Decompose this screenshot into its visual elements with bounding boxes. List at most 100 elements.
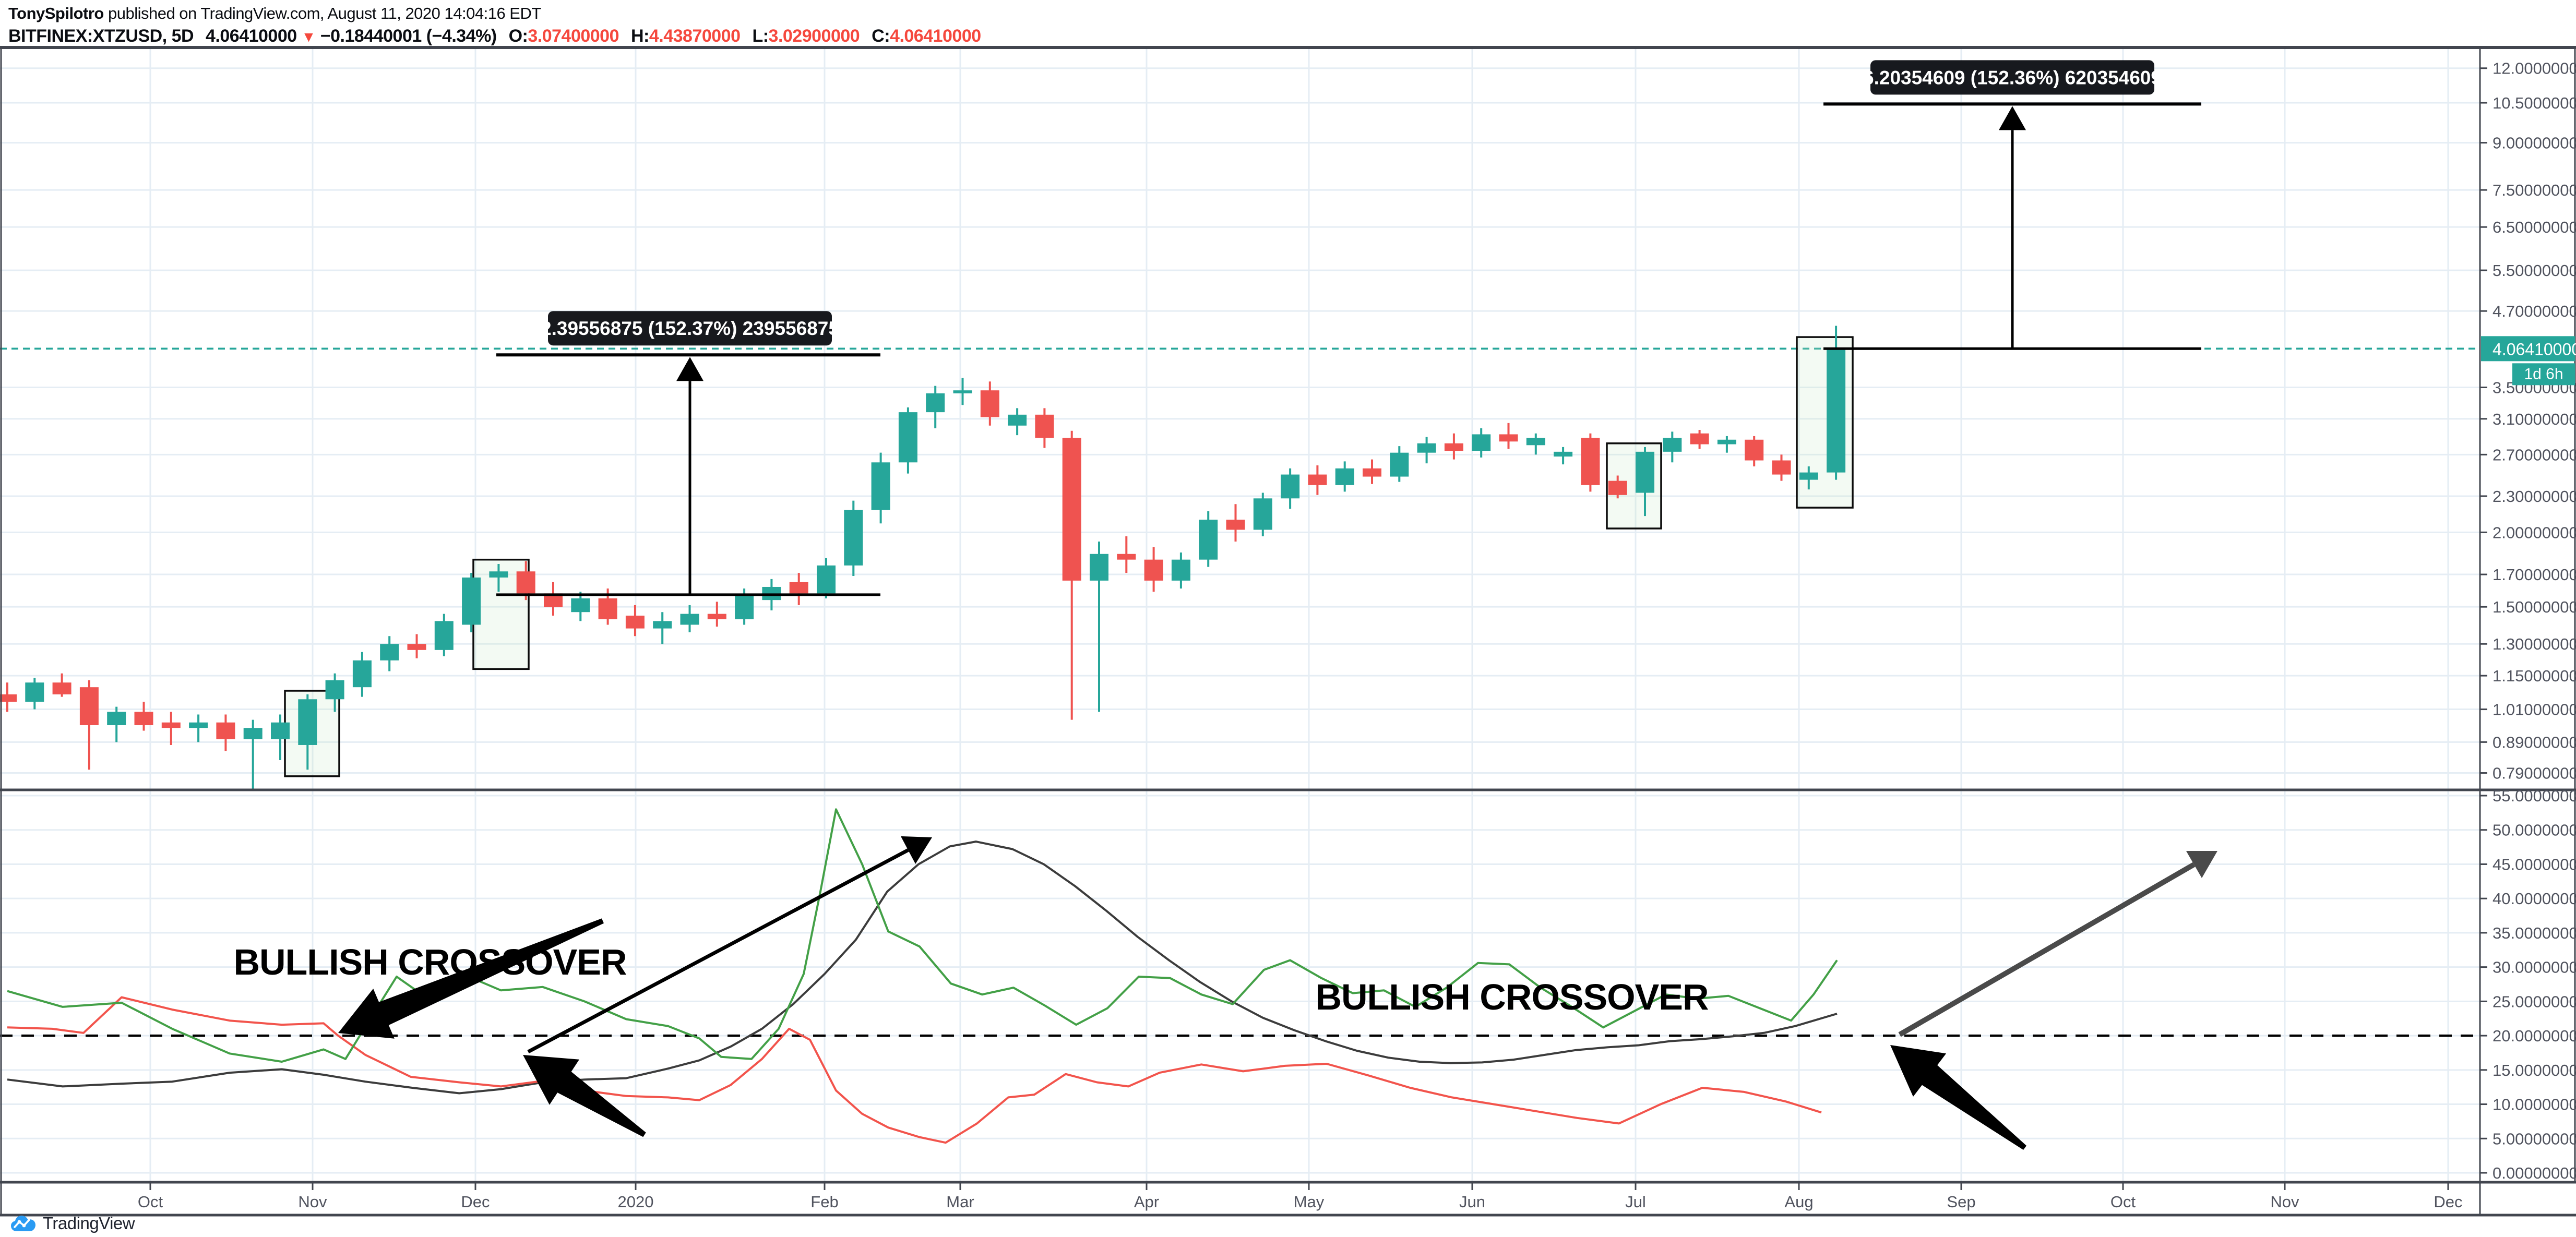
symbol-line: BITFINEX:XTZUSD, 5D 4.06410000 ▼ −0.1844… bbox=[8, 26, 981, 46]
chart-text: 10.50000000 bbox=[2492, 94, 2576, 112]
chart-text: 0.79000000 bbox=[2492, 764, 2576, 783]
candle bbox=[1281, 474, 1300, 499]
candle bbox=[926, 393, 945, 413]
tradingview-logo[interactable]: TradingView bbox=[10, 1214, 135, 1233]
chart-header: TonySpilotro published on TradingView.co… bbox=[8, 4, 981, 46]
chart-text: 20.00000000 bbox=[2492, 1027, 2576, 1045]
chart-text: 55.00000000 bbox=[2492, 787, 2576, 805]
candle bbox=[1608, 481, 1627, 495]
low-value: 3.02900000 bbox=[768, 26, 860, 46]
measure-label: 2.39556875 (152.37%) 239556875 bbox=[541, 318, 839, 339]
chart-text: 1.15000000 bbox=[2492, 667, 2576, 685]
candle bbox=[516, 571, 535, 594]
chart-text: 2020 bbox=[618, 1193, 654, 1211]
candle bbox=[1090, 554, 1108, 581]
candle bbox=[1226, 520, 1245, 530]
candle bbox=[1636, 451, 1654, 493]
candle bbox=[871, 462, 890, 510]
candle bbox=[707, 614, 726, 619]
candle bbox=[216, 722, 235, 739]
bullish-crossover-label: BULLISH CROSSOVER bbox=[233, 942, 627, 982]
candle bbox=[134, 712, 153, 725]
chart-text: 1.50000000 bbox=[2492, 598, 2576, 616]
candle bbox=[1008, 414, 1027, 426]
candle bbox=[1253, 498, 1272, 530]
candle bbox=[1335, 468, 1354, 485]
chart-text: 1d 6h bbox=[2524, 365, 2563, 382]
chart-text: 25.00000000 bbox=[2492, 992, 2576, 1011]
chart-text: Dec bbox=[461, 1193, 490, 1211]
chart-text: 40.00000000 bbox=[2492, 890, 2576, 908]
published-text: published on TradingView.com, August 11,… bbox=[103, 4, 541, 22]
chart-text: Nov bbox=[298, 1193, 327, 1211]
chart-text: 2.00000000 bbox=[2492, 523, 2576, 542]
candle bbox=[1581, 438, 1600, 485]
candle bbox=[1390, 452, 1409, 477]
candle bbox=[898, 412, 917, 463]
chart-text: 1.01000000 bbox=[2492, 701, 2576, 719]
measure-tool: 2.39556875 (152.37%) 239556875 bbox=[496, 311, 880, 596]
current-price-tag: 4.06410000 1d 6h bbox=[2481, 336, 2576, 386]
candle bbox=[1308, 474, 1327, 485]
candle bbox=[1171, 559, 1190, 581]
candle bbox=[1117, 554, 1136, 560]
candle bbox=[1799, 472, 1818, 480]
candle bbox=[1472, 434, 1491, 451]
publisher-name: TonySpilotro bbox=[8, 4, 104, 22]
indicator-axis[interactable]: 55.00000000 50.00000000 45.00000000 40.0000… bbox=[2480, 787, 2576, 1182]
candle bbox=[489, 571, 508, 578]
chart-text: 6.50000000 bbox=[2492, 218, 2576, 236]
candle bbox=[1663, 438, 1682, 452]
chart-text: 30.00000000 bbox=[2492, 958, 2576, 977]
candle bbox=[598, 598, 617, 619]
gridlines bbox=[0, 47, 2480, 1182]
candle bbox=[1199, 520, 1218, 560]
candle bbox=[1144, 559, 1163, 581]
minus-di-line bbox=[7, 996, 1822, 1144]
pointer-arrow bbox=[1890, 1045, 2026, 1150]
candle bbox=[0, 694, 17, 702]
candle bbox=[352, 660, 372, 688]
triangle-down-icon: ▼ bbox=[301, 29, 316, 45]
candle bbox=[680, 614, 699, 625]
candle bbox=[1526, 438, 1545, 446]
chart-text: 2.70000000 bbox=[2492, 446, 2576, 464]
candle bbox=[271, 722, 290, 739]
chart-text: 15.00000000 bbox=[2492, 1061, 2576, 1079]
chart-text: Mar bbox=[946, 1193, 974, 1211]
chart-text: Dec bbox=[2434, 1193, 2462, 1211]
low-label: L: bbox=[752, 26, 769, 46]
high-value: 4.43870000 bbox=[649, 26, 741, 46]
close-label: C: bbox=[872, 26, 890, 46]
candle bbox=[653, 621, 672, 629]
chart-text: 0.89000000 bbox=[2492, 733, 2576, 751]
time-axis[interactable]: Oct Nov Dec 2020 Feb Mar Apr May Jun Jul Aug Sep Oct… bbox=[138, 1182, 2463, 1211]
candle bbox=[1499, 434, 1518, 442]
candle bbox=[79, 687, 99, 725]
chart-text: 10.00000000 bbox=[2492, 1096, 2576, 1114]
chart-text: Apr bbox=[1134, 1193, 1159, 1211]
chart-text: 45.00000000 bbox=[2492, 855, 2576, 873]
candle bbox=[462, 577, 481, 625]
candle bbox=[1827, 349, 1846, 473]
candle bbox=[1745, 439, 1764, 461]
candle bbox=[25, 682, 44, 702]
candle bbox=[1717, 439, 1736, 445]
chart-text: 5.00000000 bbox=[2492, 1130, 2576, 1148]
chart-text: 12.00000000 bbox=[2492, 59, 2576, 78]
tradingview-cloud-icon bbox=[11, 1216, 35, 1231]
high-label: H: bbox=[630, 26, 649, 46]
candle bbox=[298, 699, 317, 745]
candle bbox=[1035, 414, 1054, 438]
candle bbox=[189, 722, 208, 728]
candle bbox=[735, 595, 754, 619]
arrow-head bbox=[2186, 851, 2217, 878]
arrow-head bbox=[901, 836, 932, 864]
candle bbox=[434, 621, 454, 650]
price-axis[interactable]: 12.00000000 10.50000000 9.00000000 7.500000… bbox=[2480, 59, 2576, 783]
arrow-head bbox=[1999, 106, 2026, 130]
candle bbox=[1363, 468, 1381, 477]
candle bbox=[407, 644, 426, 650]
